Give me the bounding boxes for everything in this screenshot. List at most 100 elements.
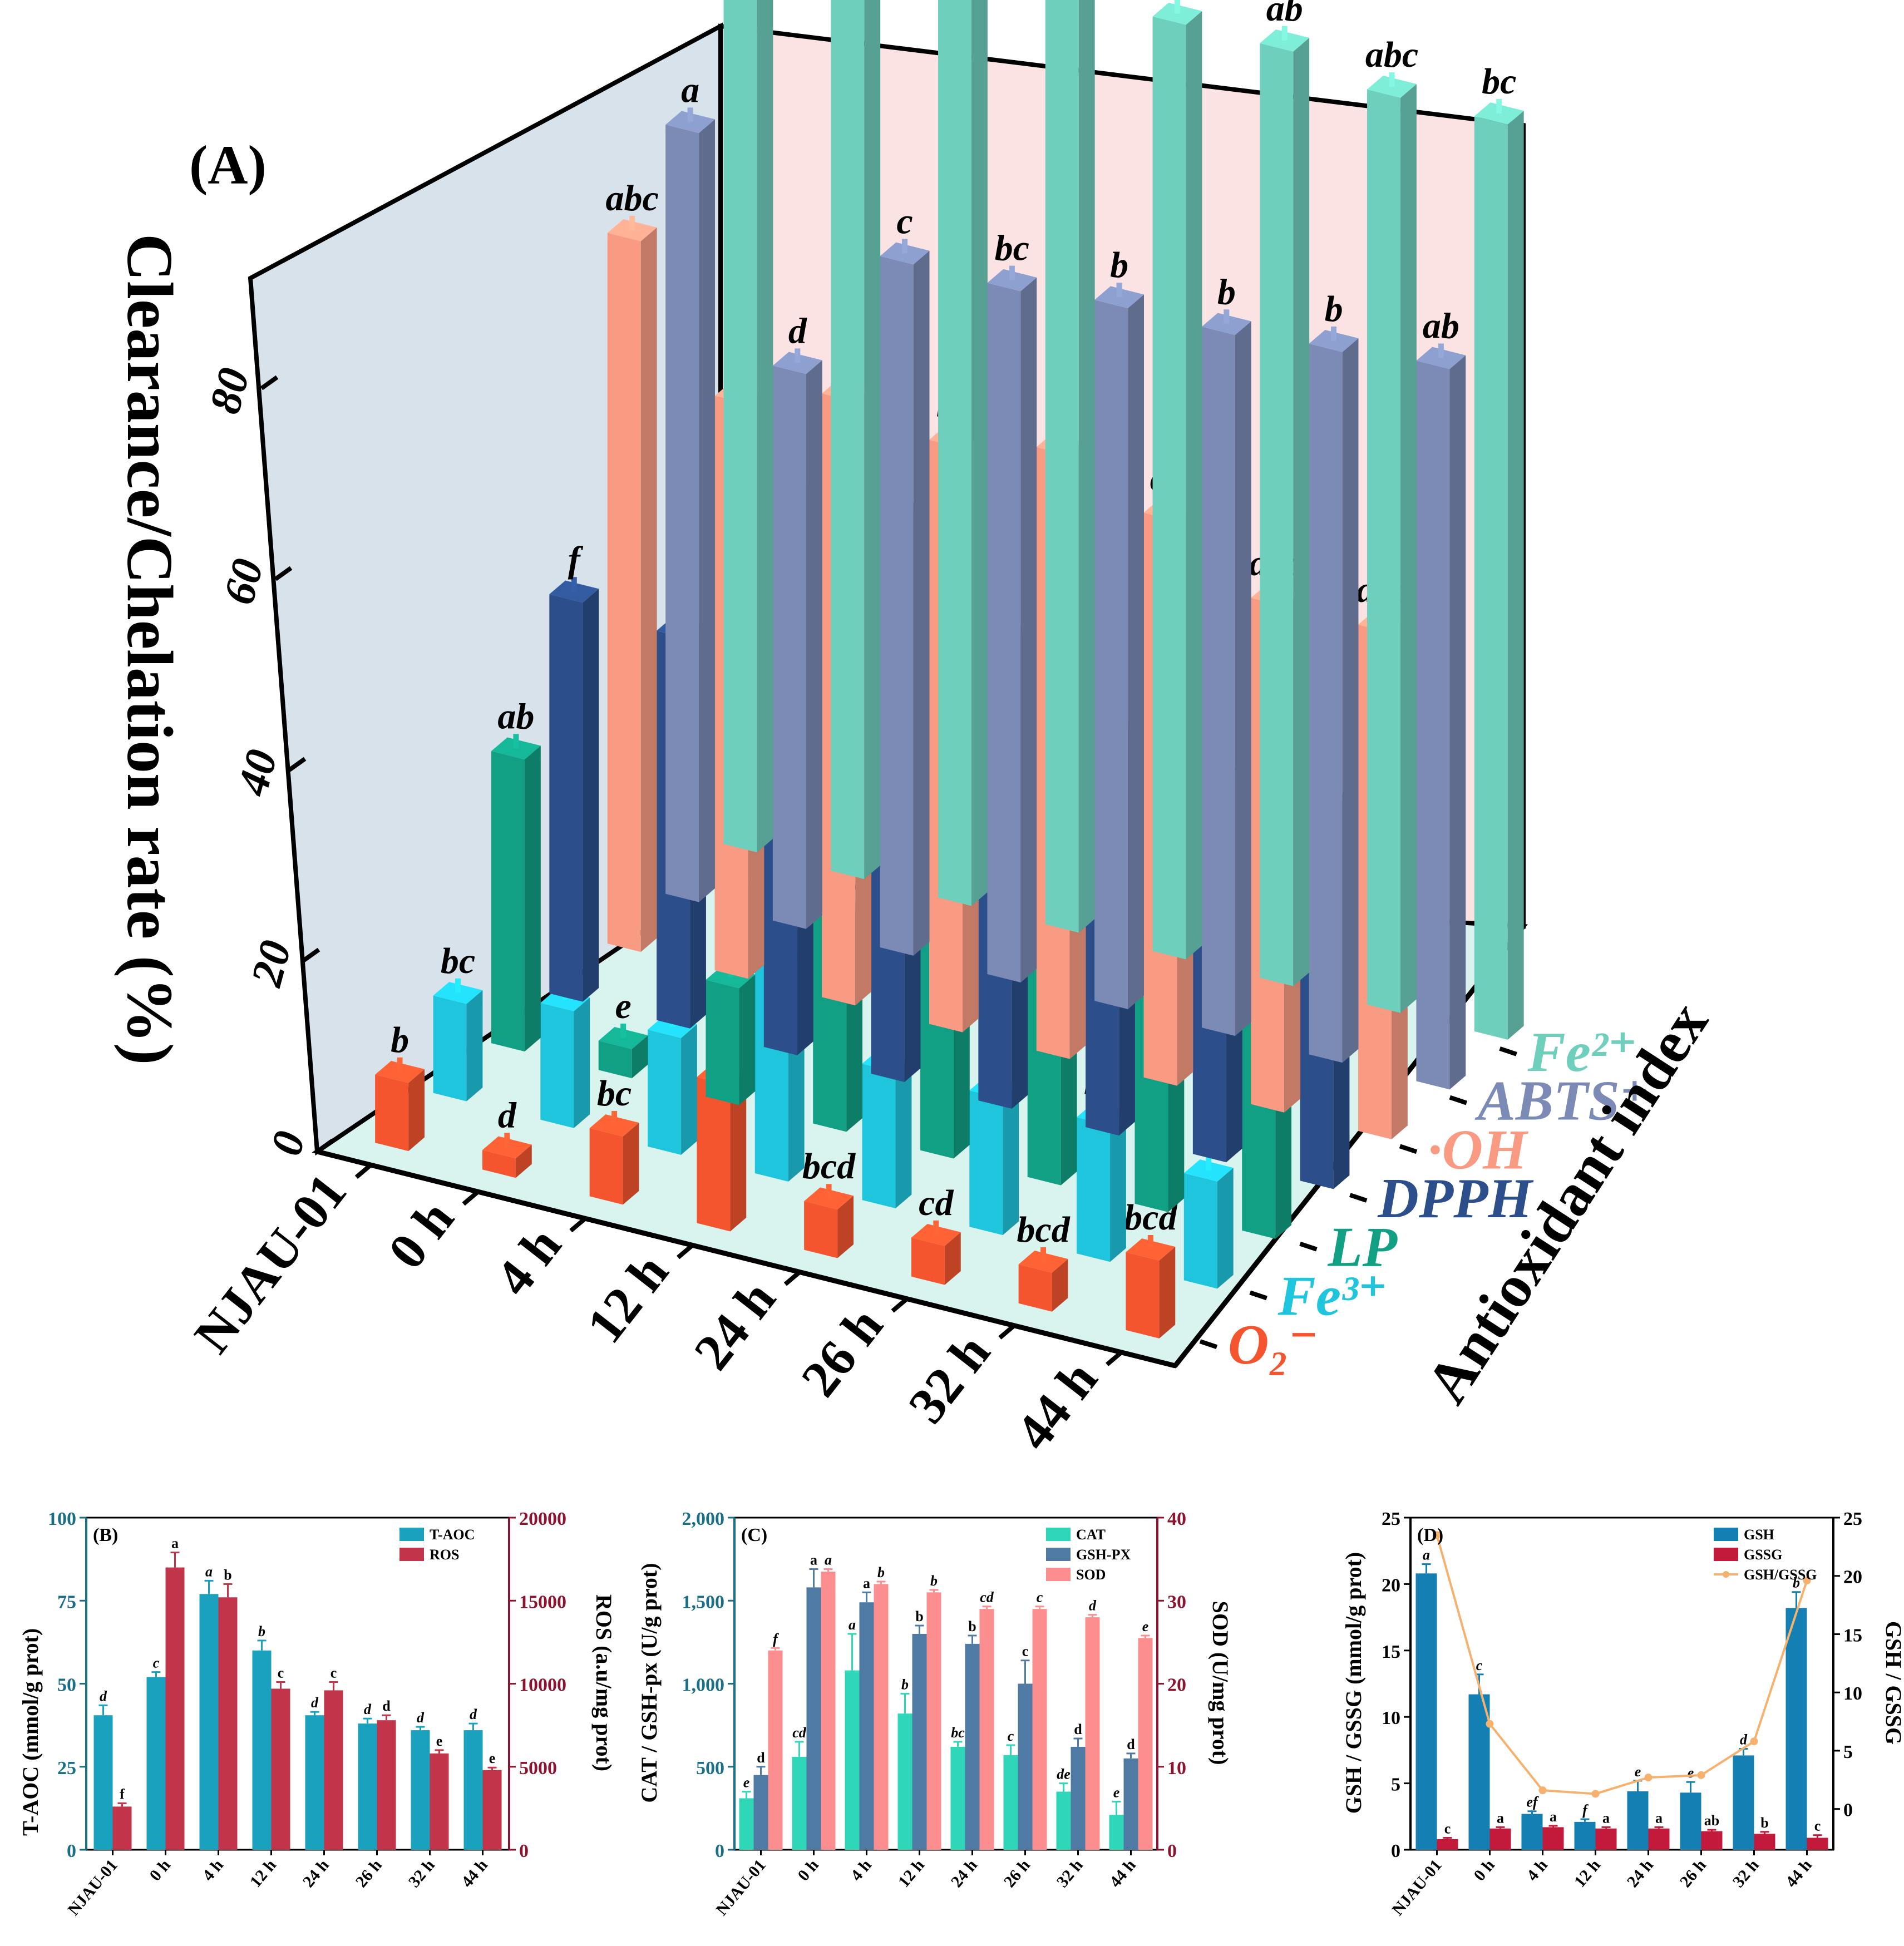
bar-side-face xyxy=(1052,1259,1068,1312)
legend-label: T-AOC xyxy=(430,1527,475,1543)
bar-ros xyxy=(112,1806,132,1850)
bar-front-face xyxy=(1474,116,1508,1040)
significance-label: e xyxy=(743,1775,750,1791)
bar-side-face xyxy=(1235,321,1251,1036)
significance-label: e xyxy=(489,1750,496,1766)
bar-error-stub xyxy=(513,734,519,749)
right-tick-label: 15000 xyxy=(519,1592,566,1612)
right-tick-label: 10000 xyxy=(519,1675,566,1696)
bar3d-o2-4: bcd xyxy=(802,1146,856,1258)
significance-label: d xyxy=(1089,1598,1097,1614)
bar-gssg xyxy=(1754,1834,1775,1850)
bar-gsh xyxy=(1785,1608,1807,1850)
bar3d-fe2-6: abc xyxy=(1365,34,1418,1013)
legend-swatch xyxy=(399,1548,424,1561)
bar-side-face xyxy=(1449,355,1466,1090)
bar-gsh xyxy=(1521,1814,1543,1850)
bar3d-o2-0: b xyxy=(375,1020,425,1152)
legend-label: GSSG xyxy=(1744,1547,1782,1563)
bar-front-face xyxy=(880,256,914,956)
bar-side-face xyxy=(408,1069,425,1152)
bar-front-face xyxy=(772,366,806,929)
d-y-axis-title: GSH / GSSG (mmol/g prot) xyxy=(1341,1552,1366,1814)
bar-error-stub xyxy=(1116,283,1122,298)
significance-label: c xyxy=(1008,1728,1014,1744)
right-tick-label: 15 xyxy=(1843,1625,1862,1646)
z-series-label: ·OH xyxy=(1428,1118,1528,1181)
bar-gssg xyxy=(1648,1828,1670,1850)
right-tick-label: 0 xyxy=(1167,1841,1177,1861)
bar-significance-label: b xyxy=(391,1020,409,1060)
bar-front-face xyxy=(1201,327,1235,1036)
bar3d-oh-0: abc xyxy=(606,178,659,952)
bar-significance-label: c xyxy=(896,201,912,242)
bar-side-face xyxy=(1400,84,1417,1013)
bar-side-face xyxy=(971,0,988,906)
bar-front-face xyxy=(938,0,972,906)
bar-error-stub xyxy=(1206,1156,1212,1170)
x-tick-mark xyxy=(677,1243,694,1260)
bar-side-face xyxy=(623,1123,639,1205)
bar-side-face xyxy=(837,1196,854,1258)
bar3d-o2-7: bcd xyxy=(1124,1197,1177,1339)
bar-significance-label: abc xyxy=(606,178,659,219)
bar-gshpx xyxy=(912,1633,927,1850)
bar-cat xyxy=(897,1713,912,1850)
bar-sod xyxy=(979,1609,994,1850)
legend-swatch xyxy=(1046,1548,1071,1561)
bar-side-face xyxy=(1110,1112,1126,1262)
bar-gssg xyxy=(1542,1827,1564,1850)
significance-label: d xyxy=(1074,1721,1082,1737)
z-tick-mark xyxy=(1499,1046,1517,1056)
bar-error-stub xyxy=(1438,343,1444,358)
significance-label: a xyxy=(1550,1809,1557,1825)
bar-error-stub xyxy=(1009,265,1015,280)
bar-gsh xyxy=(1733,1755,1754,1850)
significance-label: a xyxy=(205,1563,213,1579)
z-series-label: ABTS⁺ xyxy=(1474,1070,1650,1133)
bar-side-face xyxy=(640,227,657,952)
z-tick-mark xyxy=(1349,1193,1368,1203)
panel-b-chart: T-AOC (mmol/g prot) ROS (a.u/mg prot) 0 2… xyxy=(18,1509,616,1919)
bar3d-abts-3: bc xyxy=(987,228,1037,982)
bar-ros xyxy=(430,1753,449,1850)
bar-side-face xyxy=(1507,111,1524,1040)
bar-side-face xyxy=(757,0,773,853)
bar-side-face xyxy=(515,1144,532,1178)
left-tick-label: 0 xyxy=(1391,1841,1400,1861)
significance-label: a xyxy=(825,1552,832,1568)
bar3d-abts-2: c xyxy=(880,201,930,956)
bar-taoc xyxy=(146,1677,166,1850)
bar3d-fe2-5: ab xyxy=(1260,0,1310,986)
right-tick-label: 20 xyxy=(1843,1567,1862,1588)
right-tick-label: 0 xyxy=(519,1841,529,1861)
legend-marker xyxy=(1723,1571,1729,1578)
bar-taoc xyxy=(252,1650,272,1850)
right-tick-label: 5000 xyxy=(519,1758,557,1779)
z-series-label: DPPH xyxy=(1377,1167,1533,1230)
bar3d-abts-1: d xyxy=(772,310,822,929)
bar-cat xyxy=(950,1746,965,1850)
bar-significance-label: bc xyxy=(995,228,1029,269)
left-tick-label: 1,000 xyxy=(682,1675,725,1696)
left-tick-label: 50 xyxy=(57,1675,76,1696)
bar-front-face xyxy=(1077,1117,1111,1262)
significance-label: f xyxy=(120,1786,125,1802)
bar-error-stub xyxy=(1224,309,1230,324)
bar-gssg xyxy=(1489,1828,1511,1850)
bar-front-face xyxy=(969,1090,1003,1236)
ratio-line xyxy=(1436,1534,1808,1795)
x-tick-mark xyxy=(569,1217,587,1233)
bar-ros xyxy=(271,1688,290,1850)
bar-side-face xyxy=(574,997,590,1128)
bar-side-face xyxy=(895,1058,912,1209)
z-tick-mark xyxy=(1449,1095,1468,1105)
bar-ros xyxy=(165,1567,185,1850)
significance-label: a xyxy=(810,1552,817,1568)
bar-cat xyxy=(1003,1755,1018,1850)
bar3d-fe2-2: abc xyxy=(938,0,988,906)
bar-side-face xyxy=(1078,0,1095,933)
significance-label: a xyxy=(171,1535,179,1552)
